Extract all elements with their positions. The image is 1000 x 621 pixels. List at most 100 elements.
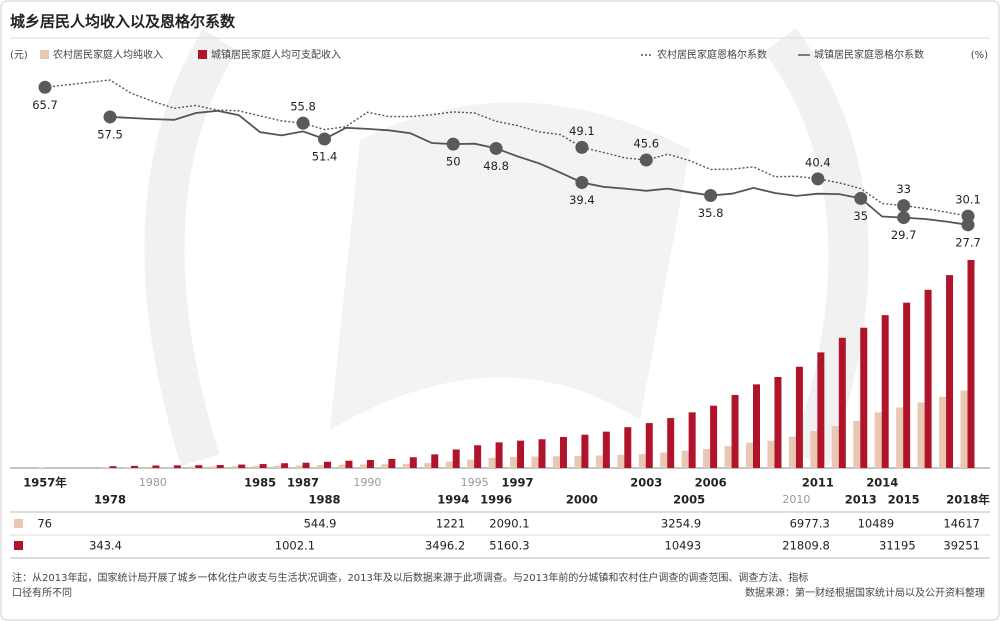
bar <box>645 423 653 468</box>
bar <box>281 463 289 468</box>
point <box>704 189 718 203</box>
bar <box>517 440 525 468</box>
x-tick-label: 1957年 <box>23 476 67 490</box>
point <box>103 110 117 124</box>
bar <box>109 466 117 468</box>
table-value: 343.4 <box>89 539 122 553</box>
x-tick-label: 1995 <box>461 476 489 489</box>
table-value: 5160.3 <box>489 539 529 553</box>
bar <box>810 431 818 468</box>
bar <box>388 458 396 468</box>
bar <box>602 431 610 468</box>
chart-title: 城乡居民人均收入以及恩格尔系数 <box>10 13 236 31</box>
x-tick-label: 1994 <box>437 493 469 507</box>
bar <box>681 450 689 468</box>
bar <box>538 439 546 468</box>
source: 数据来源：第一财经根据国家统计局以及公开资料整理 <box>745 586 985 599</box>
table-value: 3496.2 <box>425 539 465 553</box>
bar <box>431 454 439 468</box>
data-label: 50 <box>446 155 461 169</box>
point <box>38 80 52 94</box>
bar <box>424 463 432 468</box>
bar <box>881 315 889 468</box>
x-tick-label: 1990 <box>353 476 381 489</box>
x-tick-label: 2005 <box>673 493 705 507</box>
bar <box>452 449 460 468</box>
data-label: 30.1 <box>955 193 981 207</box>
point <box>639 153 653 167</box>
x-tick-label: 2003 <box>630 476 662 490</box>
bar <box>853 420 861 468</box>
point <box>854 191 868 205</box>
x-tick-label: 2013 <box>845 493 877 507</box>
line <box>109 109 969 226</box>
bar <box>903 302 911 468</box>
bar <box>703 448 711 468</box>
table-value: 10489 <box>858 517 895 531</box>
table-value: 76 <box>37 517 52 531</box>
point <box>446 137 460 151</box>
bar <box>767 440 775 468</box>
bar <box>559 436 567 468</box>
bar <box>831 426 839 468</box>
bar <box>252 465 260 468</box>
watermark <box>763 28 869 467</box>
bar <box>173 465 181 468</box>
table-swatch <box>14 541 23 550</box>
legend-label: 农村居民家庭恩格尔系数 <box>657 48 767 61</box>
point <box>897 211 911 225</box>
bar <box>359 464 367 468</box>
x-tick-label: 1978 <box>94 493 126 507</box>
data-label: 65.7 <box>32 98 58 112</box>
bar <box>874 412 882 468</box>
bar <box>795 366 803 468</box>
data-label: 48.8 <box>483 159 509 173</box>
legend-label: 城镇居民家庭恩格尔系数 <box>814 48 924 61</box>
x-tick-label: 1997 <box>502 476 534 490</box>
bar <box>259 464 267 468</box>
point <box>961 218 975 232</box>
bar <box>231 466 239 468</box>
data-label: 45.6 <box>633 137 659 151</box>
point <box>811 172 825 186</box>
bar <box>152 465 160 468</box>
bar <box>166 466 174 468</box>
data-label: 40.4 <box>805 155 831 169</box>
point <box>897 199 911 213</box>
bar <box>531 456 539 468</box>
bar <box>581 434 589 468</box>
bar <box>402 463 410 468</box>
bar <box>710 405 718 468</box>
data-label: 33 <box>896 182 911 196</box>
bar <box>788 436 796 468</box>
point <box>575 175 589 189</box>
x-tick-label: 2015 <box>888 493 920 507</box>
x-tick-label: 1987 <box>287 476 319 490</box>
bar <box>130 465 138 468</box>
data-label: 57.5 <box>97 127 123 141</box>
bar <box>324 461 331 468</box>
table-value: 39251 <box>943 539 980 553</box>
bar <box>145 466 153 468</box>
x-tick-label: 2006 <box>695 476 727 490</box>
bar <box>595 455 603 468</box>
table-value: 1221 <box>436 517 465 531</box>
legend-label: 城镇居民家庭人均可支配收入 <box>211 48 341 61</box>
x-tick-label: 2011 <box>802 476 834 490</box>
bar <box>746 442 753 468</box>
x-tick-label: 2014 <box>866 476 898 490</box>
bar <box>967 259 975 468</box>
bar <box>445 461 453 468</box>
bar <box>917 402 925 468</box>
bar <box>724 446 732 468</box>
point <box>296 116 310 130</box>
bar <box>924 289 932 468</box>
point <box>575 140 589 154</box>
x-tick-label: 2018年 <box>946 493 990 507</box>
bar <box>302 462 310 468</box>
bar <box>488 457 496 468</box>
bar <box>188 466 196 468</box>
bar <box>624 427 632 468</box>
bar <box>467 459 475 468</box>
data-label: 51.4 <box>312 150 338 164</box>
